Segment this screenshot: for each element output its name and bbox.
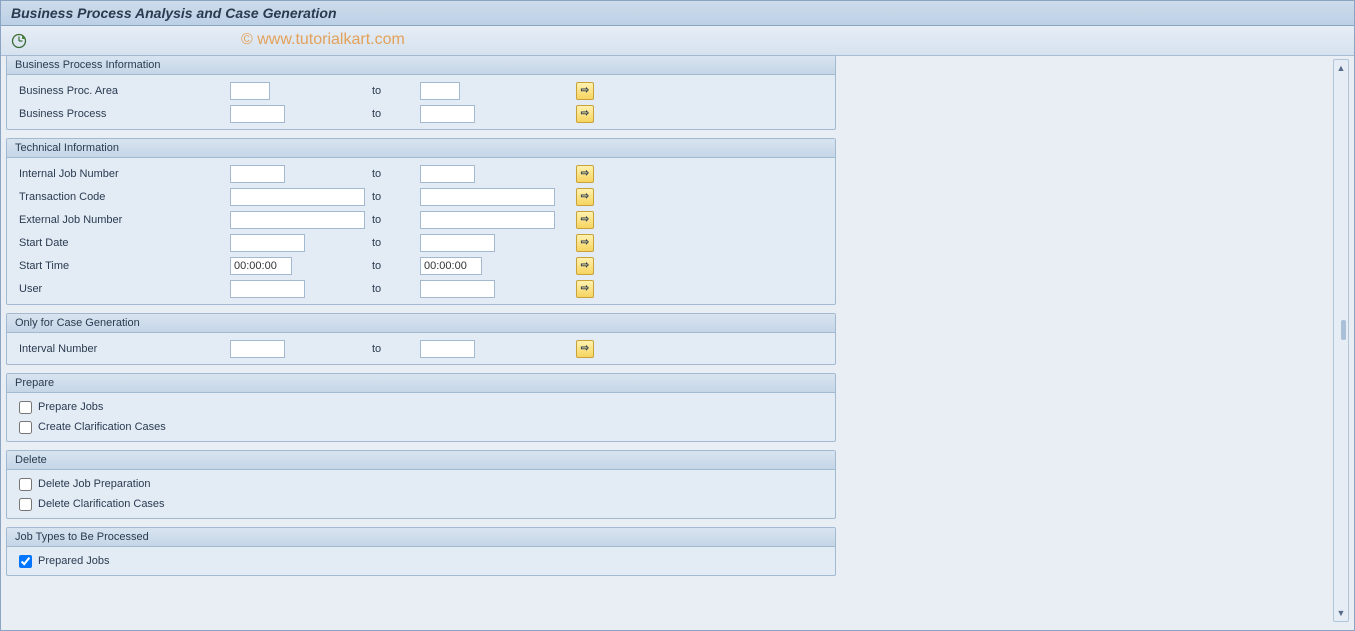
internal-job-number-from-input[interactable] xyxy=(230,165,285,183)
to-label: to xyxy=(370,168,420,180)
multiple-selection-icon[interactable]: ⇨ xyxy=(576,165,594,183)
panel-header: Prepare xyxy=(7,374,835,393)
panel-header: Delete xyxy=(7,451,835,470)
start-time-to-input[interactable] xyxy=(420,257,482,275)
field-row-interval-number: Interval Number to ⇨ xyxy=(7,337,835,360)
prepared-jobs-checkbox[interactable] xyxy=(19,555,32,568)
multiple-selection-icon[interactable]: ⇨ xyxy=(576,188,594,206)
user-to-input[interactable] xyxy=(420,280,495,298)
to-label: to xyxy=(370,237,420,249)
scroll-down-icon[interactable]: ▼ xyxy=(1337,608,1346,618)
to-label: to xyxy=(370,108,420,120)
to-label: to xyxy=(370,283,420,295)
internal-job-number-to-input[interactable] xyxy=(420,165,475,183)
create-clarification-cases-checkbox[interactable] xyxy=(19,421,32,434)
check-row-create-clarification-cases: Create Clarification Cases xyxy=(7,417,835,437)
check-row-prepared-jobs: Prepared Jobs xyxy=(7,551,835,571)
main-window: Business Process Analysis and Case Gener… xyxy=(0,0,1355,631)
field-row-business-proc-area: Business Proc. Area to ⇨ xyxy=(7,79,835,102)
business-process-to-input[interactable] xyxy=(420,105,475,123)
check-row-delete-clarification-cases: Delete Clarification Cases xyxy=(7,494,835,514)
scroll-up-icon[interactable]: ▲ xyxy=(1337,63,1346,73)
panel-job-types: Job Types to Be Processed Prepared Jobs xyxy=(6,527,836,576)
field-row-start-time: Start Time to ⇨ xyxy=(7,254,835,277)
field-label: Internal Job Number xyxy=(15,168,230,180)
panel-technical-info: Technical Information Internal Job Numbe… xyxy=(6,138,836,305)
panel-header: Job Types to Be Processed xyxy=(7,528,835,547)
scrollbar-thumb[interactable] xyxy=(1341,320,1346,340)
checkbox-label: Delete Clarification Cases xyxy=(38,498,165,510)
vertical-scrollbar[interactable]: ▲ ▼ xyxy=(1333,59,1349,622)
field-row-external-job-number: External Job Number to ⇨ xyxy=(7,208,835,231)
interval-number-from-input[interactable] xyxy=(230,340,285,358)
to-label: to xyxy=(370,260,420,272)
start-time-from-input[interactable] xyxy=(230,257,292,275)
check-row-prepare-jobs: Prepare Jobs xyxy=(7,397,835,417)
panel-header: Technical Information xyxy=(7,139,835,158)
external-job-number-to-input[interactable] xyxy=(420,211,555,229)
panel-header: Only for Case Generation xyxy=(7,314,835,333)
panel-business-process-info: Business Process Information Business Pr… xyxy=(6,55,836,130)
interval-number-to-input[interactable] xyxy=(420,340,475,358)
checkbox-label: Delete Job Preparation xyxy=(38,478,151,490)
business-process-from-input[interactable] xyxy=(230,105,285,123)
start-date-to-input[interactable] xyxy=(420,234,495,252)
multiple-selection-icon[interactable]: ⇨ xyxy=(576,280,594,298)
transaction-code-from-input[interactable] xyxy=(230,188,365,206)
multiple-selection-icon[interactable]: ⇨ xyxy=(576,257,594,275)
field-label: External Job Number xyxy=(15,214,230,226)
field-row-internal-job-number: Internal Job Number to ⇨ xyxy=(7,162,835,185)
panel-prepare: Prepare Prepare Jobs Create Clarificatio… xyxy=(6,373,836,442)
field-label: Interval Number xyxy=(15,343,230,355)
checkbox-label: Create Clarification Cases xyxy=(38,421,166,433)
external-job-number-from-input[interactable] xyxy=(230,211,365,229)
content-area: Business Process Information Business Pr… xyxy=(6,55,1349,625)
checkbox-label: Prepare Jobs xyxy=(38,401,103,413)
panel-header: Business Process Information xyxy=(7,56,835,75)
panel-case-generation: Only for Case Generation Interval Number… xyxy=(6,313,836,365)
to-label: to xyxy=(370,214,420,226)
delete-clarification-cases-checkbox[interactable] xyxy=(19,498,32,511)
prepare-jobs-checkbox[interactable] xyxy=(19,401,32,414)
transaction-code-to-input[interactable] xyxy=(420,188,555,206)
field-label: Start Time xyxy=(15,260,230,272)
multiple-selection-icon[interactable]: ⇨ xyxy=(576,211,594,229)
multiple-selection-icon[interactable]: ⇨ xyxy=(576,234,594,252)
field-row-business-process: Business Process to ⇨ xyxy=(7,102,835,125)
start-date-from-input[interactable] xyxy=(230,234,305,252)
to-label: to xyxy=(370,343,420,355)
business-proc-area-from-input[interactable] xyxy=(230,82,270,100)
toolbar xyxy=(1,26,1354,56)
multiple-selection-icon[interactable]: ⇨ xyxy=(576,340,594,358)
multiple-selection-icon[interactable]: ⇨ xyxy=(576,105,594,123)
check-row-delete-job-preparation: Delete Job Preparation xyxy=(7,474,835,494)
field-label: Start Date xyxy=(15,237,230,249)
execute-icon[interactable] xyxy=(11,33,27,49)
checkbox-label: Prepared Jobs xyxy=(38,555,110,567)
delete-job-preparation-checkbox[interactable] xyxy=(19,478,32,491)
to-label: to xyxy=(370,191,420,203)
to-label: to xyxy=(370,85,420,97)
field-row-user: User to ⇨ xyxy=(7,277,835,300)
multiple-selection-icon[interactable]: ⇨ xyxy=(576,82,594,100)
page-title: Business Process Analysis and Case Gener… xyxy=(1,1,1354,26)
business-proc-area-to-input[interactable] xyxy=(420,82,460,100)
field-label: Business Proc. Area xyxy=(15,85,230,97)
field-label: Business Process xyxy=(15,108,230,120)
field-row-start-date: Start Date to ⇨ xyxy=(7,231,835,254)
field-label: User xyxy=(15,283,230,295)
field-label: Transaction Code xyxy=(15,191,230,203)
field-row-transaction-code: Transaction Code to ⇨ xyxy=(7,185,835,208)
user-from-input[interactable] xyxy=(230,280,305,298)
panel-delete: Delete Delete Job Preparation Delete Cla… xyxy=(6,450,836,519)
